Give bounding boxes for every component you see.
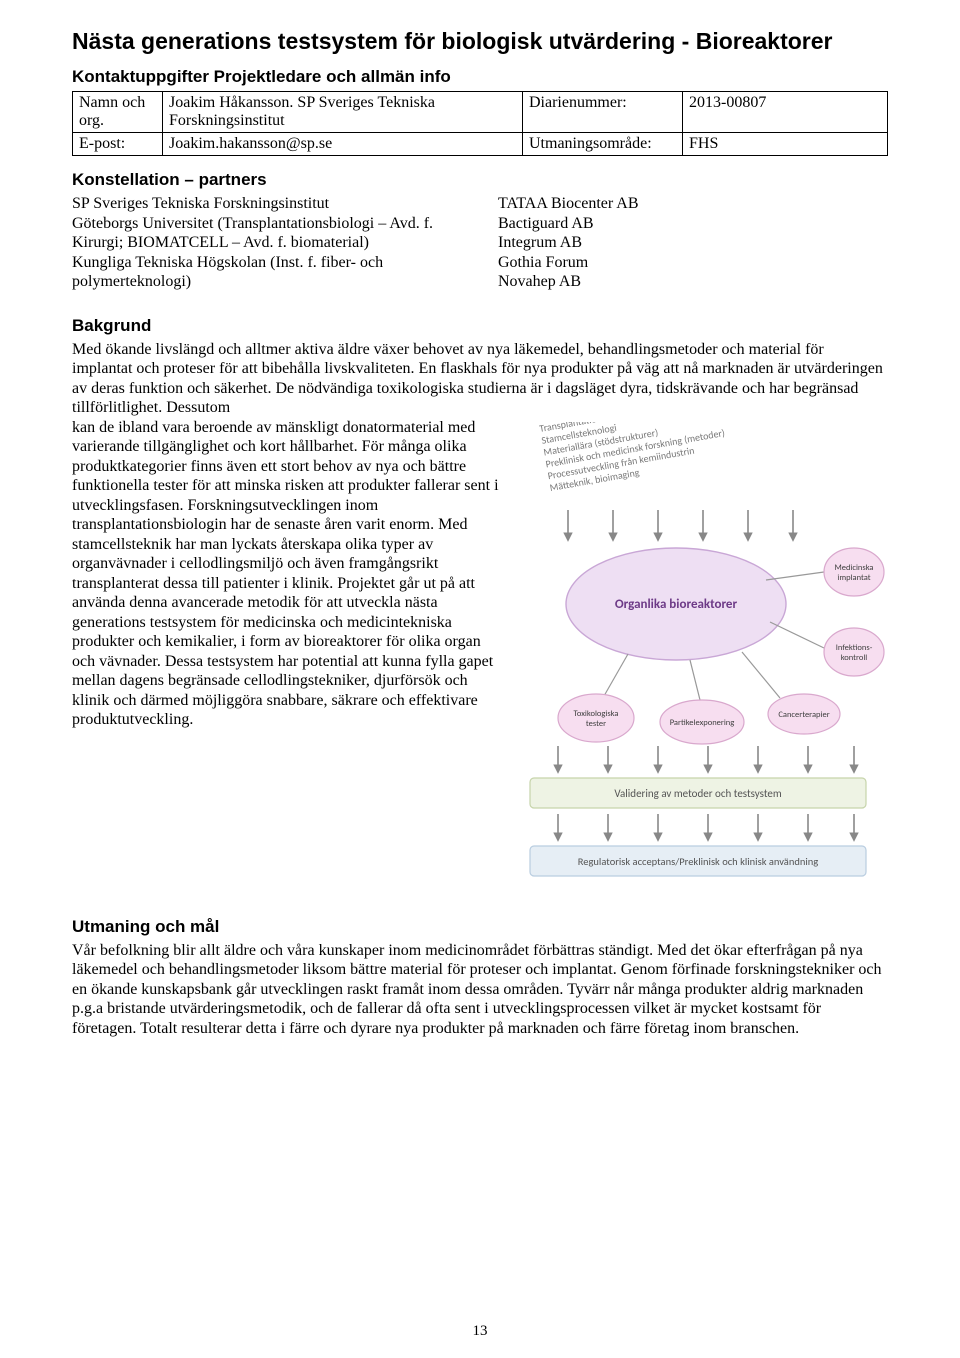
page-title: Nästa generations testsystem för biologi… [72,28,888,55]
svg-text:Regulatorisk acceptans/Preklin: Regulatorisk acceptans/Preklinisk och kl… [578,855,819,868]
meta-fieldval: FHS [683,133,888,156]
bakgrund-heading: Bakgrund [72,316,888,336]
svg-text:Medicinska: Medicinska [834,563,873,573]
partners-right: TATAA Biocenter AB Bactiguard AB Integru… [498,194,888,292]
partners-left: SP Sveriges Tekniska Forskningsinstitut … [72,194,462,292]
partners-heading: Konstellation – partners [72,170,888,190]
page-number: 13 [0,1323,960,1340]
partners-columns: SP Sveriges Tekniska Forskningsinstitut … [72,194,888,292]
svg-text:Partikelexponering: Partikelexponering [670,718,735,728]
svg-text:tester: tester [586,719,606,729]
table-row: Namn och org. Joakim Håkansson. SP Sveri… [73,92,888,133]
meta-fieldval: 2013-00807 [683,92,888,133]
svg-text:implantat: implantat [837,573,870,583]
meta-field: Diarienummer: [523,92,683,133]
meta-value: Joakim Håkansson. SP Sveriges Tekniska F… [163,92,523,133]
utmaning-heading: Utmaning och mål [72,917,888,937]
svg-text:Validering av metoder och test: Validering av metoder och testsystem [614,787,782,800]
table-row: E-post: Joakim.hakansson@sp.se Utmanings… [73,133,888,156]
svg-text:Infektions-: Infektions- [836,643,873,653]
svg-text:Organlika bioreaktorer: Organlika bioreaktorer [615,597,738,612]
meta-value: Joakim.hakansson@sp.se [163,133,523,156]
bakgrund-intro: Med ökande livslängd och alltmer aktiva … [72,340,888,418]
svg-text:kontroll: kontroll [841,653,868,663]
meta-field: Utmaningsområde: [523,133,683,156]
meta-label: E-post: [73,133,163,156]
meta-label: Namn och org. [73,92,163,133]
contact-table: Namn och org. Joakim Håkansson. SP Sveri… [72,91,888,156]
svg-text:Toxikologiska: Toxikologiska [574,709,619,719]
utmaning-text: Vår befolkning blir allt äldre och våra … [72,941,888,1039]
svg-text:Cancerterapier: Cancerterapier [778,710,829,720]
contact-heading: Kontaktuppgifter Projektledare och allmä… [72,67,888,87]
bioreactor-diagram: Transplantationsbiologi (regenererade or… [508,422,888,887]
